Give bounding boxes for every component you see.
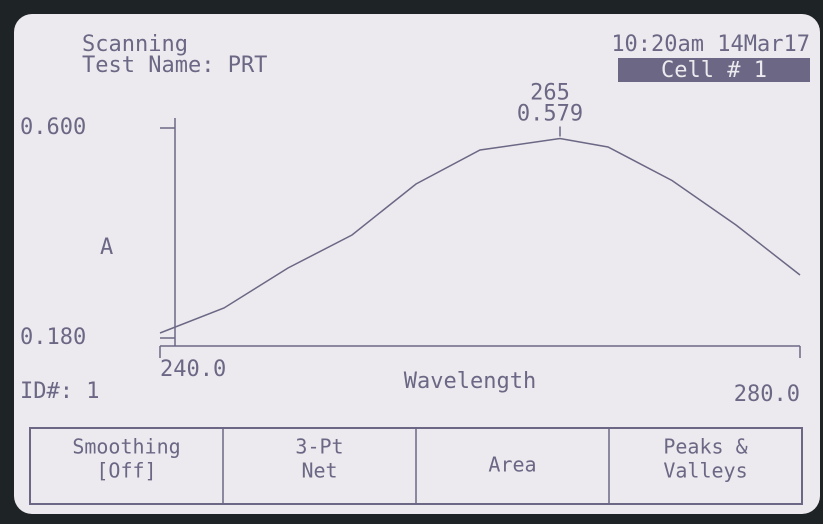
softkey-label[interactable]: 3-Pt bbox=[295, 435, 343, 459]
datetime: 10:20am 14Mar17 bbox=[611, 32, 810, 57]
device-screen: Scanning Test Name: PRT 10:20am 14Mar17 … bbox=[0, 0, 823, 524]
id-label: ID#: 1 bbox=[20, 379, 99, 404]
softkey-label[interactable]: Net bbox=[301, 459, 337, 483]
y-tick-label: 0.600 bbox=[20, 115, 86, 140]
softkey-label[interactable]: [Off] bbox=[96, 459, 156, 483]
peak-absorbance: 0.579 bbox=[517, 102, 583, 127]
cell: Cell # 1 bbox=[661, 58, 767, 83]
x-tick-label: 240.0 bbox=[160, 357, 226, 382]
y-tick-label: 0.180 bbox=[20, 325, 86, 350]
softkey-label[interactable]: Area bbox=[488, 453, 536, 477]
page: Scanning Test Name: PRT 10:20am 14Mar17 … bbox=[0, 0, 823, 524]
softkey-label[interactable]: Smoothing bbox=[72, 435, 180, 459]
test-name: Test Name: PRT bbox=[82, 53, 267, 78]
x-axis-label: Wavelength bbox=[404, 369, 536, 394]
y-axis-label: A bbox=[100, 235, 113, 260]
x-tick-label: 280.0 bbox=[734, 382, 800, 407]
softkey-label[interactable]: Peaks & bbox=[663, 435, 747, 459]
softkey-label[interactable]: Valleys bbox=[663, 459, 747, 483]
